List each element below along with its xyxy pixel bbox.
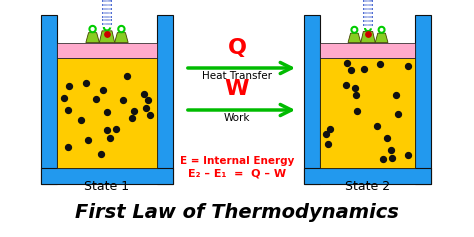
Point [84,138,92,142]
Point [351,86,359,90]
Polygon shape [348,33,361,42]
Point [383,136,391,140]
Bar [41,15,57,184]
Polygon shape [86,33,100,42]
Text: First Law of Thermodynamics: First Law of Thermodynamics [75,203,399,222]
Polygon shape [361,32,375,42]
Point [322,132,330,136]
Point [112,127,120,131]
Point [119,98,127,102]
Point [142,106,150,110]
Bar [57,42,157,58]
Point [394,112,402,116]
Point [64,108,72,112]
Point [342,83,349,87]
Point [352,93,360,97]
Point [388,156,395,160]
Text: W: W [225,79,249,99]
Point [82,82,90,85]
Point [388,148,395,152]
Point [344,61,351,65]
Point [325,142,332,146]
Polygon shape [100,31,115,42]
Point [360,68,368,71]
Bar [304,168,431,184]
Bar [320,58,416,168]
Point [327,127,334,131]
Point [374,124,381,128]
Point [376,62,384,66]
Bar [320,42,416,58]
Point [107,136,114,140]
Point [144,98,151,102]
Bar [304,15,320,184]
Text: State 1: State 1 [84,180,129,193]
Bar [416,15,431,184]
Text: Q: Q [228,38,246,58]
Point [123,74,131,78]
Polygon shape [375,33,388,42]
Point [392,93,400,97]
Point [146,113,154,117]
Bar [57,58,157,168]
Point [61,96,68,100]
Polygon shape [115,33,128,42]
Point [380,157,387,160]
Point [98,152,105,156]
Point [103,32,111,36]
Point [92,98,100,101]
Point [354,109,361,113]
Point [347,68,355,72]
Point [140,92,148,96]
Bar [41,168,173,184]
Point [130,109,138,113]
Point [103,128,111,132]
Text: E = Internal Energy: E = Internal Energy [180,156,294,166]
Point [404,64,412,68]
Point [103,110,111,114]
Text: State 2: State 2 [346,180,391,193]
Point [99,89,107,92]
Text: Heat Transfer: Heat Transfer [202,71,272,81]
Text: Work: Work [224,113,250,123]
Point [65,84,73,88]
Point [128,116,136,120]
Point [64,145,72,149]
Text: E₂ – E₁  =  Q – W: E₂ – E₁ = Q – W [188,169,286,179]
Point [77,118,85,122]
Point [404,153,411,157]
Bar [157,15,173,184]
Point [364,32,372,36]
